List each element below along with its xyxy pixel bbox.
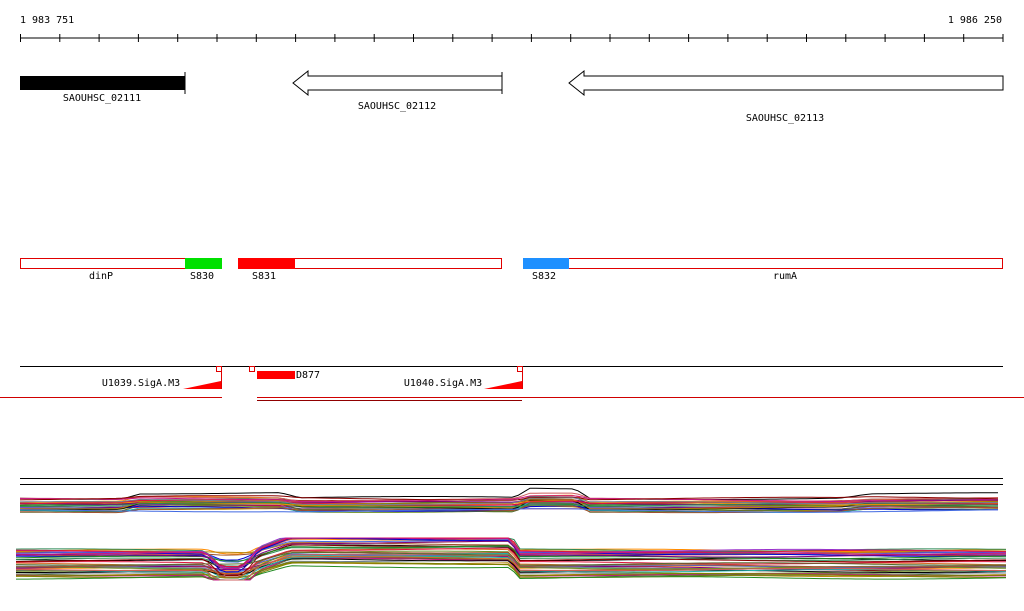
gene [568, 69, 1004, 97]
gene [20, 76, 185, 90]
feature-label: D877 [296, 370, 320, 381]
expression-curve [19, 498, 998, 510]
feature-site [517, 366, 523, 372]
segment-label: S831 [252, 271, 276, 282]
ruler-end: 1 986 250 [948, 15, 1002, 26]
segment-label: S830 [190, 271, 214, 282]
expression-curve [16, 565, 1007, 581]
expression-curve [16, 550, 1007, 578]
segment [238, 258, 295, 269]
feature-label: U1040.SigA.M3 [404, 378, 482, 389]
expression-curve [16, 544, 1007, 576]
segment [523, 258, 569, 269]
expression-profiles [15, 487, 1007, 581]
gene-label: SAOUHSC_02113 [746, 113, 824, 124]
expression-curve [20, 502, 999, 513]
expression-curve [16, 561, 1007, 579]
expression-curve [19, 497, 999, 506]
segment-label: rumA [773, 271, 797, 282]
feature [257, 371, 295, 379]
gene [292, 69, 503, 97]
segment-label: dinP [89, 271, 113, 282]
expression-curve [19, 495, 999, 501]
segment-label: S832 [532, 271, 556, 282]
expression-curve [15, 545, 1007, 562]
expression-curve [19, 487, 998, 500]
segment [185, 258, 222, 269]
expression-curve [15, 553, 1007, 581]
expression-curve [19, 504, 998, 514]
expression-curve [20, 495, 999, 503]
ruler-start: 1 983 751 [20, 15, 74, 26]
gene-label: SAOUHSC_02112 [358, 101, 436, 112]
expression-curve [19, 508, 999, 513]
expression-curve [16, 537, 1007, 570]
promoter [183, 381, 221, 389]
feature-site [249, 366, 255, 372]
expression-curve [15, 556, 1007, 581]
promoter [484, 381, 522, 389]
expression-curve [15, 540, 1006, 568]
feature-label: U1039.SigA.M3 [102, 378, 180, 389]
ruler-ticks [20, 34, 1004, 42]
gene-label: SAOUHSC_02111 [63, 93, 141, 104]
expression-curve [16, 552, 1006, 566]
feature-site [216, 366, 222, 372]
segment [523, 258, 1003, 269]
